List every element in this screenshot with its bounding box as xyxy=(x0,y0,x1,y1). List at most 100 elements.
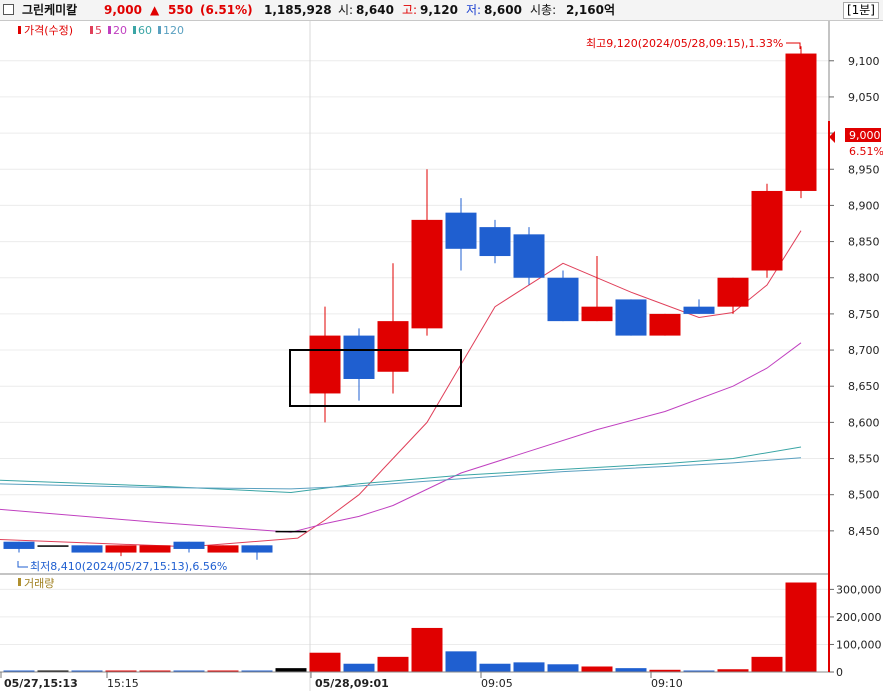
candle-body xyxy=(479,227,511,257)
ma-legend-label: 60 xyxy=(138,24,152,37)
current-price-tag: 9,000 xyxy=(849,129,881,142)
time-tick-label: 05/27,15:13 xyxy=(4,677,78,690)
volume-bar xyxy=(139,670,171,672)
high-label: 고: xyxy=(402,3,418,17)
volume-bar xyxy=(241,670,273,672)
quote-header: 그린케미칼 9,000 ▲ 550 (6.51%) 1,185,928 시: 8… xyxy=(0,0,883,21)
volume-tick-label: 100,000 xyxy=(836,638,882,651)
candle-body xyxy=(785,53,817,191)
candle-body xyxy=(581,306,613,322)
grid-lines xyxy=(0,60,829,673)
candle-body xyxy=(411,219,443,329)
high-annotation: 최고9,120(2024/05/28,09:15),1.33% xyxy=(586,37,783,50)
candle-body xyxy=(343,335,375,379)
volume-bar xyxy=(37,670,69,672)
candle-body xyxy=(615,299,647,336)
ma-legend-icon xyxy=(133,26,136,34)
high-arrow-icon xyxy=(786,42,801,49)
volume-bar xyxy=(649,669,681,672)
volume-value: 1,185,928 xyxy=(264,3,332,17)
candlestick-chart: 9,100 9,050 9,000 8,950 8,900 8,850 8,800 8,750… xyxy=(0,21,883,691)
low-value: 8,600 xyxy=(484,3,522,17)
candle-body xyxy=(71,545,103,553)
ma-line-60 xyxy=(0,446,802,494)
select-checkbox[interactable] xyxy=(3,4,14,15)
candle-body xyxy=(445,212,477,249)
candle-body xyxy=(717,277,749,307)
price-change: 550 xyxy=(168,3,194,17)
low-annotation: 최저8,410(2024/05/27,15:13),6.56% xyxy=(30,560,227,573)
candle-body xyxy=(3,541,35,549)
open-label: 시: xyxy=(338,3,354,17)
volume-tick-label: 300,000 xyxy=(836,583,882,596)
highlight-box xyxy=(289,349,462,407)
current-pct-tag: 6.51% xyxy=(849,145,883,158)
time-tick-label: 09:10 xyxy=(651,677,683,690)
volume-bar xyxy=(751,656,783,672)
volume-bar xyxy=(479,663,511,672)
volume-tick-label: 0 xyxy=(836,666,843,679)
price-tick-label: 8,450 xyxy=(848,525,880,538)
candles xyxy=(3,46,817,560)
candle-body xyxy=(105,545,137,553)
price-legend-label: 가격(수정) xyxy=(24,24,73,37)
up-arrow-icon: ▲ xyxy=(150,3,160,17)
volume-bar xyxy=(547,664,579,672)
candle-body xyxy=(547,277,579,322)
volume-bar xyxy=(683,670,715,672)
volume-bar xyxy=(207,670,239,672)
price-tick-label: 8,850 xyxy=(848,236,880,249)
candle-body xyxy=(139,545,171,553)
current-price-box xyxy=(845,128,881,142)
current-price: 9,000 xyxy=(104,3,142,17)
ma-legend: 5 20 60 120 xyxy=(90,24,184,37)
candle-body xyxy=(241,545,273,553)
candle-body xyxy=(173,541,205,549)
ma-legend-label: 20 xyxy=(113,24,127,37)
interval-selector[interactable]: [1분] xyxy=(842,2,879,19)
candle-body xyxy=(751,190,783,271)
volume-legend-icon xyxy=(18,578,21,586)
ma-legend-icon xyxy=(90,26,93,34)
ma-legend-label: 5 xyxy=(95,24,102,37)
time-axis: 05/27,15:13 15:15 05/28,09:01 09:05 09:10 xyxy=(0,672,683,690)
volume-bar xyxy=(275,668,307,672)
candle-body xyxy=(513,234,545,278)
price-tick-label: 8,600 xyxy=(848,416,880,429)
current-price-pointer-icon xyxy=(829,131,835,143)
candle-body xyxy=(37,545,69,547)
candle-body xyxy=(649,313,681,336)
time-tick-label: 09:05 xyxy=(481,677,513,690)
price-tick-label: 8,550 xyxy=(848,453,880,466)
candle-body xyxy=(309,335,341,394)
stock-name: 그린케미칼 xyxy=(22,3,78,17)
price-tick-label: 8,800 xyxy=(848,272,880,285)
ma-legend-label: 120 xyxy=(163,24,184,37)
volume-bar xyxy=(445,651,477,672)
open-value: 8,640 xyxy=(356,3,394,17)
volume-bar xyxy=(105,670,137,672)
volume-bar xyxy=(615,668,647,672)
candle-body xyxy=(275,530,307,533)
high-value: 9,120 xyxy=(420,3,458,17)
candle-body xyxy=(207,545,239,553)
volume-bar xyxy=(377,656,409,672)
price-tick-label: 8,500 xyxy=(848,489,880,502)
volume-bars xyxy=(3,582,817,672)
price-legend-icon xyxy=(18,26,21,34)
ma-legend-icon xyxy=(158,26,161,34)
price-tick-label: 8,900 xyxy=(848,199,880,212)
volume-axis: 300,000 200,000 100,000 0 xyxy=(829,583,882,679)
candle-body xyxy=(377,321,409,372)
price-tick-label: 8,950 xyxy=(848,163,880,176)
mcap-value: 2,160억 xyxy=(566,3,615,17)
mcap-label: 시총: xyxy=(530,3,557,17)
price-tick-label: 9,100 xyxy=(848,55,880,68)
volume-legend-label: 거래량 xyxy=(24,577,54,590)
ma-line-120 xyxy=(0,457,802,490)
volume-tick-label: 200,000 xyxy=(836,611,882,624)
volume-bar xyxy=(581,666,613,672)
candle-body xyxy=(683,306,715,314)
low-label: 저: xyxy=(466,3,482,17)
price-tick-label: 9,050 xyxy=(848,91,880,104)
